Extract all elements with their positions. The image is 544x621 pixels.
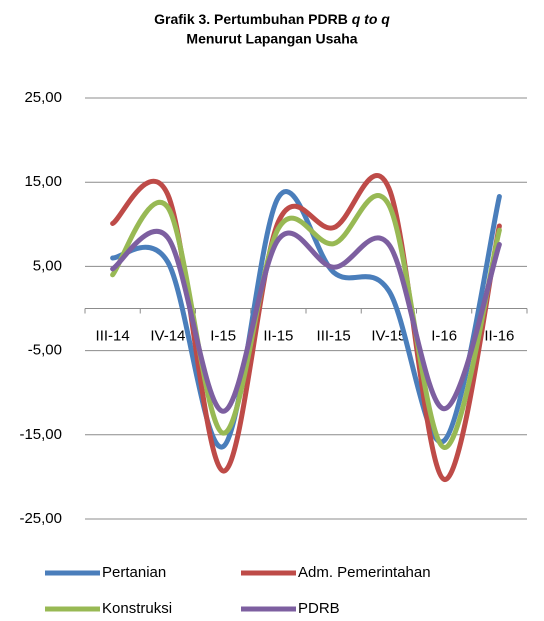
x-tick-label: IV-14 bbox=[150, 327, 185, 344]
series-line bbox=[110, 193, 502, 450]
x-tick-label: I-16 bbox=[431, 327, 457, 344]
y-tick-label: -15,00 bbox=[19, 426, 62, 443]
x-tick-label: II-16 bbox=[484, 327, 514, 344]
y-tick-label: 25,00 bbox=[24, 89, 62, 106]
series-line bbox=[110, 189, 502, 450]
chart-subtitle: Menurut Lapangan Usaha bbox=[186, 31, 357, 47]
y-tick-label: 5,00 bbox=[33, 257, 62, 274]
legend-label: Konstruksi bbox=[102, 600, 172, 617]
legend-label: PDRB bbox=[298, 600, 340, 617]
x-tick-label: IV-15 bbox=[371, 327, 406, 344]
x-tick-label: I-15 bbox=[210, 327, 236, 344]
x-tick-label: III-14 bbox=[96, 327, 130, 344]
x-tick-label: II-15 bbox=[263, 327, 293, 344]
legend-label: Pertanian bbox=[102, 564, 166, 581]
title-italic: q to q bbox=[352, 11, 391, 27]
y-tick-label: -5,00 bbox=[28, 342, 62, 359]
title-text: Grafik 3. Pertumbuhan PDRB bbox=[154, 11, 348, 27]
y-tick-label: -25,00 bbox=[19, 510, 62, 527]
chart-title: Grafik 3. Pertumbuhan PDRB q to q bbox=[154, 11, 390, 27]
series-line bbox=[110, 228, 502, 414]
legend-label: Adm. Pemerintahan bbox=[298, 564, 431, 581]
x-tick-label: III-15 bbox=[317, 327, 351, 344]
y-tick-label: 15,00 bbox=[24, 173, 62, 190]
